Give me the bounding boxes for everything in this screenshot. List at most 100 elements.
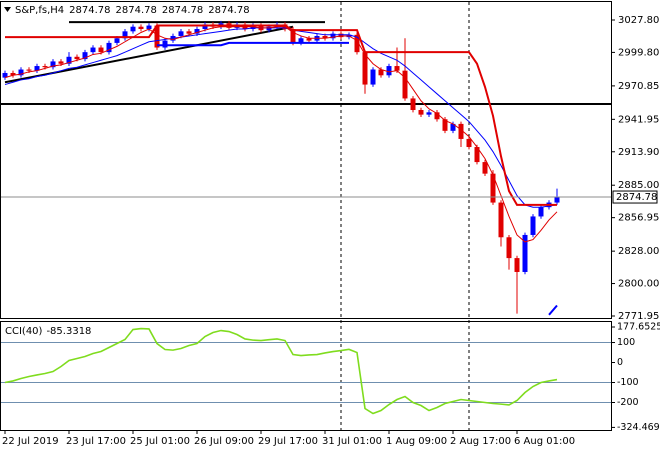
menu-icon[interactable] — [4, 7, 11, 12]
candle-body — [530, 216, 536, 235]
candle-body — [186, 31, 192, 34]
candle-body — [58, 61, 64, 64]
candle-body — [10, 72, 16, 76]
candle-body — [490, 173, 496, 203]
candle-body — [50, 61, 56, 68]
x-tick-label: 31 Jul 01:00 — [322, 436, 382, 447]
candle-body — [514, 258, 520, 272]
price-plot — [1, 20, 611, 316]
candle-body — [450, 123, 456, 131]
candle-body — [266, 26, 272, 31]
candle-body — [554, 197, 560, 203]
candle-body — [90, 47, 96, 53]
candle-body — [386, 66, 392, 76]
candle-body — [466, 138, 472, 148]
candle-body — [178, 31, 184, 36]
candle-body — [106, 42, 112, 53]
quote: 2874.78 — [69, 5, 110, 16]
indicator-line — [4, 26, 558, 243]
quote: 2874.78 — [116, 5, 157, 16]
x-tick-label: 26 Jul 09:00 — [194, 436, 254, 447]
candle-body — [290, 29, 296, 43]
y-tick-label: -100 — [617, 377, 639, 388]
last-price-label: 2874.78 — [616, 192, 657, 203]
candle-body — [154, 25, 160, 48]
candle-body — [138, 26, 144, 30]
x-tick-label: 29 Jul 17:00 — [258, 436, 318, 447]
candle-body — [418, 110, 424, 115]
candle-body — [2, 72, 8, 78]
candle-body — [482, 162, 488, 174]
candle-body — [146, 25, 152, 30]
y-tick-label: 2999.80 — [618, 47, 659, 58]
candle-body — [394, 66, 400, 71]
y-tick-label: 2913.90 — [618, 147, 659, 158]
candle-body — [162, 40, 168, 48]
candle-body — [426, 112, 432, 115]
candle-body — [42, 66, 48, 68]
candle-body — [522, 234, 528, 272]
y-tick-label: -200 — [617, 397, 639, 408]
y-tick-label: 177.6525 — [617, 322, 660, 333]
candle-body — [130, 26, 136, 32]
candle-body — [362, 52, 368, 85]
x-tick-label: 2 Aug 17:00 — [450, 436, 511, 447]
y-tick-label: 2970.85 — [618, 81, 659, 92]
candle-body — [74, 56, 80, 60]
candle-body — [378, 69, 384, 76]
candle-body — [122, 31, 128, 39]
candle-body — [338, 33, 344, 38]
indicator-name: CCI(40) — [5, 326, 43, 337]
candle-body — [194, 29, 200, 34]
y-tick-label: -324.4695 — [617, 422, 660, 433]
candle-body — [498, 202, 504, 238]
candle-body — [322, 35, 328, 39]
candle-body — [306, 38, 312, 41]
price-pane — [0, 1, 612, 319]
indicator-line — [4, 27, 558, 208]
indicator-line — [157, 41, 558, 316]
indicator-value: -85.3318 — [46, 326, 91, 337]
candle-body — [474, 147, 480, 163]
candle-body — [82, 52, 88, 60]
candle-body — [506, 237, 512, 259]
candle-body — [18, 69, 24, 76]
x-tick-label: 6 Aug 01:00 — [514, 436, 575, 447]
y-tick-label: 2828.00 — [618, 246, 659, 257]
last-price-box — [612, 190, 658, 204]
candle-body — [34, 66, 40, 71]
y-tick-label: 2856.95 — [618, 213, 659, 224]
candle-body — [98, 47, 104, 53]
candle-body — [458, 123, 464, 139]
y-tick-label: 2771.95 — [618, 311, 659, 322]
x-tick-label: 25 Jul 01:00 — [130, 436, 190, 447]
candle-body — [538, 207, 544, 217]
candle-body — [66, 56, 72, 64]
candle-body — [114, 38, 120, 43]
indicator-header: CCI(40) -85.3318 — [5, 326, 91, 337]
candle-body — [26, 69, 32, 71]
y-tick-label: 3027.80 — [618, 15, 659, 26]
y-tick-label: 2885.00 — [618, 180, 659, 191]
candle-body — [202, 24, 208, 30]
candle-body — [434, 112, 440, 120]
candle-body — [370, 69, 376, 85]
candle-body — [330, 33, 336, 39]
cci-line — [4, 327, 558, 415]
candle-body — [250, 25, 256, 30]
quote: 2874.78 — [162, 5, 203, 16]
y-tick-label: 100 — [617, 337, 635, 348]
y-tick-label: 0 — [617, 357, 623, 368]
symbol-header: S&P,fs,H4 2874.78 2874.78 2874.78 2874.78 — [15, 5, 250, 16]
candle-body — [298, 38, 304, 43]
symbol: S&P,fs,H4 — [15, 5, 64, 16]
candle-body — [354, 34, 360, 53]
candle-body — [442, 119, 448, 131]
x-tick-label: 1 Aug 09:00 — [386, 436, 447, 447]
indicator-line — [5, 24, 557, 206]
candle-body — [402, 70, 408, 99]
indicator-pane — [0, 321, 612, 431]
